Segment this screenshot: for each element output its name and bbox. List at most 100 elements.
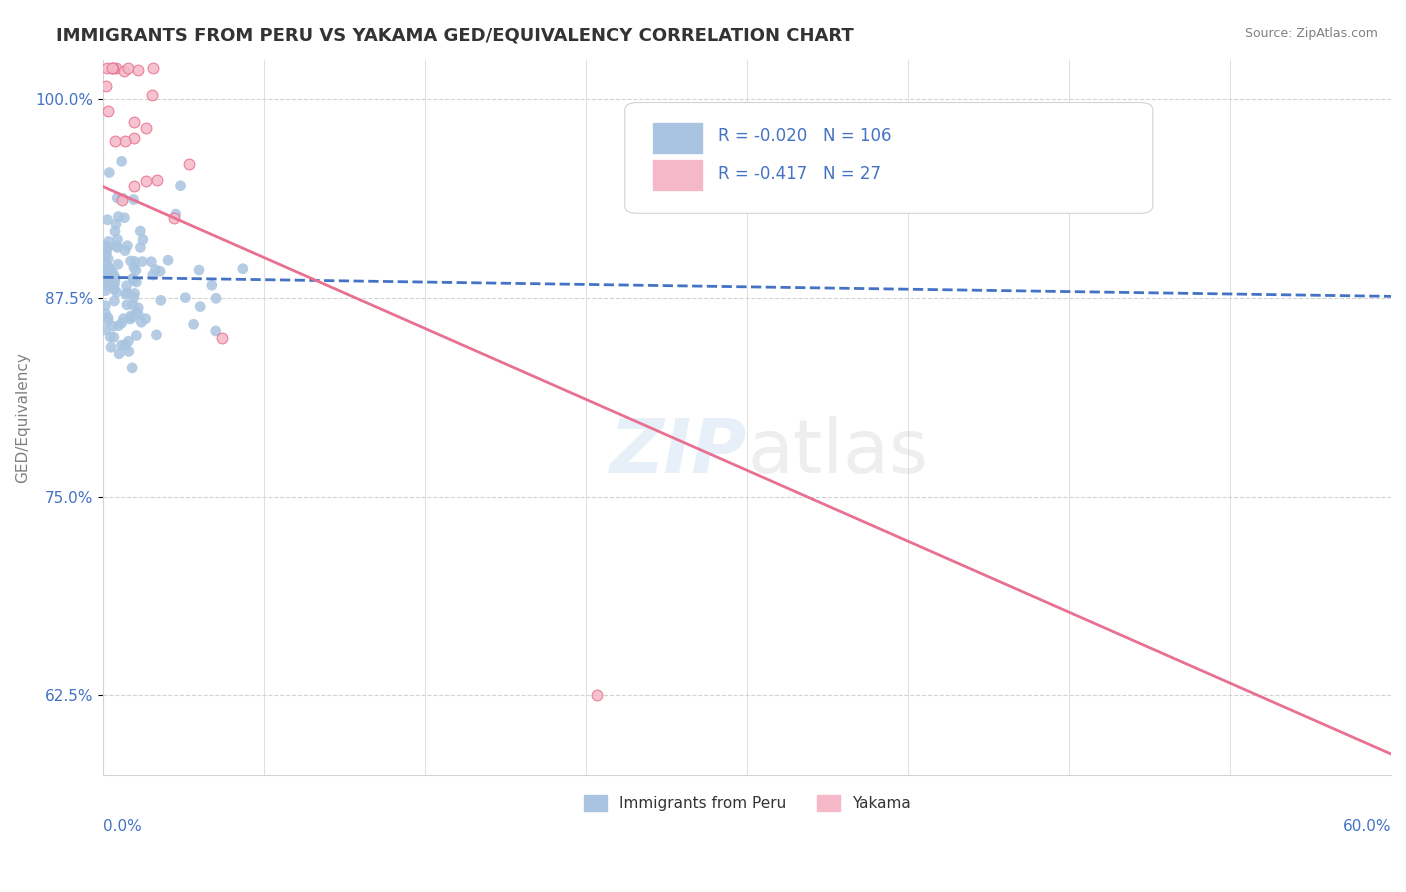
Point bbox=[114, 244, 136, 258]
Text: ZIP: ZIP bbox=[610, 417, 747, 490]
Text: Source: ZipAtlas.com: Source: ZipAtlas.com bbox=[1244, 27, 1378, 40]
Point bbox=[183, 318, 205, 332]
Point bbox=[107, 318, 129, 333]
Point bbox=[97, 260, 120, 275]
Point bbox=[141, 87, 163, 102]
Point bbox=[104, 217, 127, 231]
Point bbox=[104, 61, 127, 75]
Point bbox=[94, 299, 117, 313]
Point bbox=[121, 310, 143, 325]
Point bbox=[114, 211, 136, 225]
Point bbox=[118, 312, 141, 326]
Point bbox=[117, 238, 139, 252]
Point bbox=[145, 262, 167, 277]
Point bbox=[100, 340, 122, 354]
Point bbox=[120, 254, 142, 268]
Point bbox=[141, 254, 163, 268]
Point bbox=[118, 344, 141, 359]
Point bbox=[114, 287, 136, 301]
Point bbox=[125, 328, 148, 343]
Point bbox=[111, 316, 134, 330]
Point bbox=[101, 61, 124, 75]
Point bbox=[114, 338, 136, 352]
Point bbox=[121, 271, 143, 285]
Point bbox=[104, 224, 127, 238]
Bar bbox=[654, 122, 702, 153]
Point bbox=[105, 238, 128, 252]
Point bbox=[135, 121, 157, 136]
Point bbox=[157, 253, 180, 268]
Point bbox=[211, 331, 233, 345]
Point bbox=[112, 64, 135, 78]
Point bbox=[586, 688, 609, 702]
Point bbox=[101, 61, 124, 75]
Point bbox=[149, 264, 172, 278]
Point bbox=[131, 254, 153, 268]
Point bbox=[94, 265, 117, 279]
Point bbox=[169, 178, 191, 193]
Point bbox=[127, 307, 149, 321]
Point bbox=[94, 247, 117, 261]
Point bbox=[97, 278, 120, 293]
Point bbox=[142, 268, 165, 282]
Point bbox=[127, 301, 149, 315]
Point bbox=[101, 265, 124, 279]
Text: IMMIGRANTS FROM PERU VS YAKAMA GED/EQUIVALENCY CORRELATION CHART: IMMIGRANTS FROM PERU VS YAKAMA GED/EQUIV… bbox=[56, 27, 853, 45]
Point bbox=[94, 277, 117, 291]
Y-axis label: GED/Equivalency: GED/Equivalency bbox=[15, 351, 30, 483]
Point bbox=[131, 315, 153, 329]
Text: 60.0%: 60.0% bbox=[1343, 819, 1391, 834]
Point bbox=[204, 324, 226, 338]
Point bbox=[100, 263, 122, 277]
Point bbox=[122, 273, 145, 287]
Text: 0.0%: 0.0% bbox=[103, 819, 142, 834]
Bar bbox=[654, 161, 702, 191]
Point bbox=[97, 103, 120, 118]
Point bbox=[97, 235, 120, 249]
Point bbox=[146, 173, 169, 187]
Point bbox=[122, 115, 145, 129]
Point bbox=[122, 260, 145, 275]
Point bbox=[129, 240, 152, 254]
Point bbox=[105, 285, 128, 300]
Point bbox=[101, 319, 124, 334]
Point bbox=[122, 291, 145, 305]
Point bbox=[96, 246, 118, 260]
Point bbox=[104, 270, 127, 285]
Point bbox=[96, 61, 118, 75]
Point bbox=[107, 232, 129, 246]
Point bbox=[201, 278, 224, 293]
Point bbox=[122, 193, 145, 207]
Point bbox=[98, 330, 121, 344]
Point bbox=[110, 338, 132, 352]
Point bbox=[103, 293, 125, 308]
Point bbox=[1122, 775, 1144, 789]
FancyBboxPatch shape bbox=[624, 103, 1153, 213]
Point bbox=[115, 278, 138, 293]
Point bbox=[145, 327, 167, 342]
Point bbox=[98, 263, 121, 277]
Point bbox=[188, 300, 211, 314]
Point bbox=[165, 207, 187, 221]
Point bbox=[97, 310, 120, 325]
Point bbox=[135, 174, 157, 188]
Point bbox=[117, 334, 139, 348]
Point bbox=[174, 291, 197, 305]
Point bbox=[111, 154, 134, 169]
Point bbox=[103, 278, 125, 293]
Point bbox=[125, 275, 148, 289]
Point bbox=[115, 285, 138, 300]
Point bbox=[97, 252, 120, 266]
Point bbox=[103, 282, 125, 296]
Point bbox=[107, 210, 129, 224]
Point bbox=[94, 323, 117, 337]
Point bbox=[97, 313, 120, 327]
Point bbox=[125, 263, 148, 277]
Point bbox=[101, 61, 124, 75]
Point bbox=[114, 134, 136, 148]
Point bbox=[111, 194, 134, 208]
Point bbox=[1166, 775, 1188, 789]
Point bbox=[94, 284, 117, 298]
Point bbox=[205, 291, 228, 305]
Point bbox=[124, 254, 146, 268]
